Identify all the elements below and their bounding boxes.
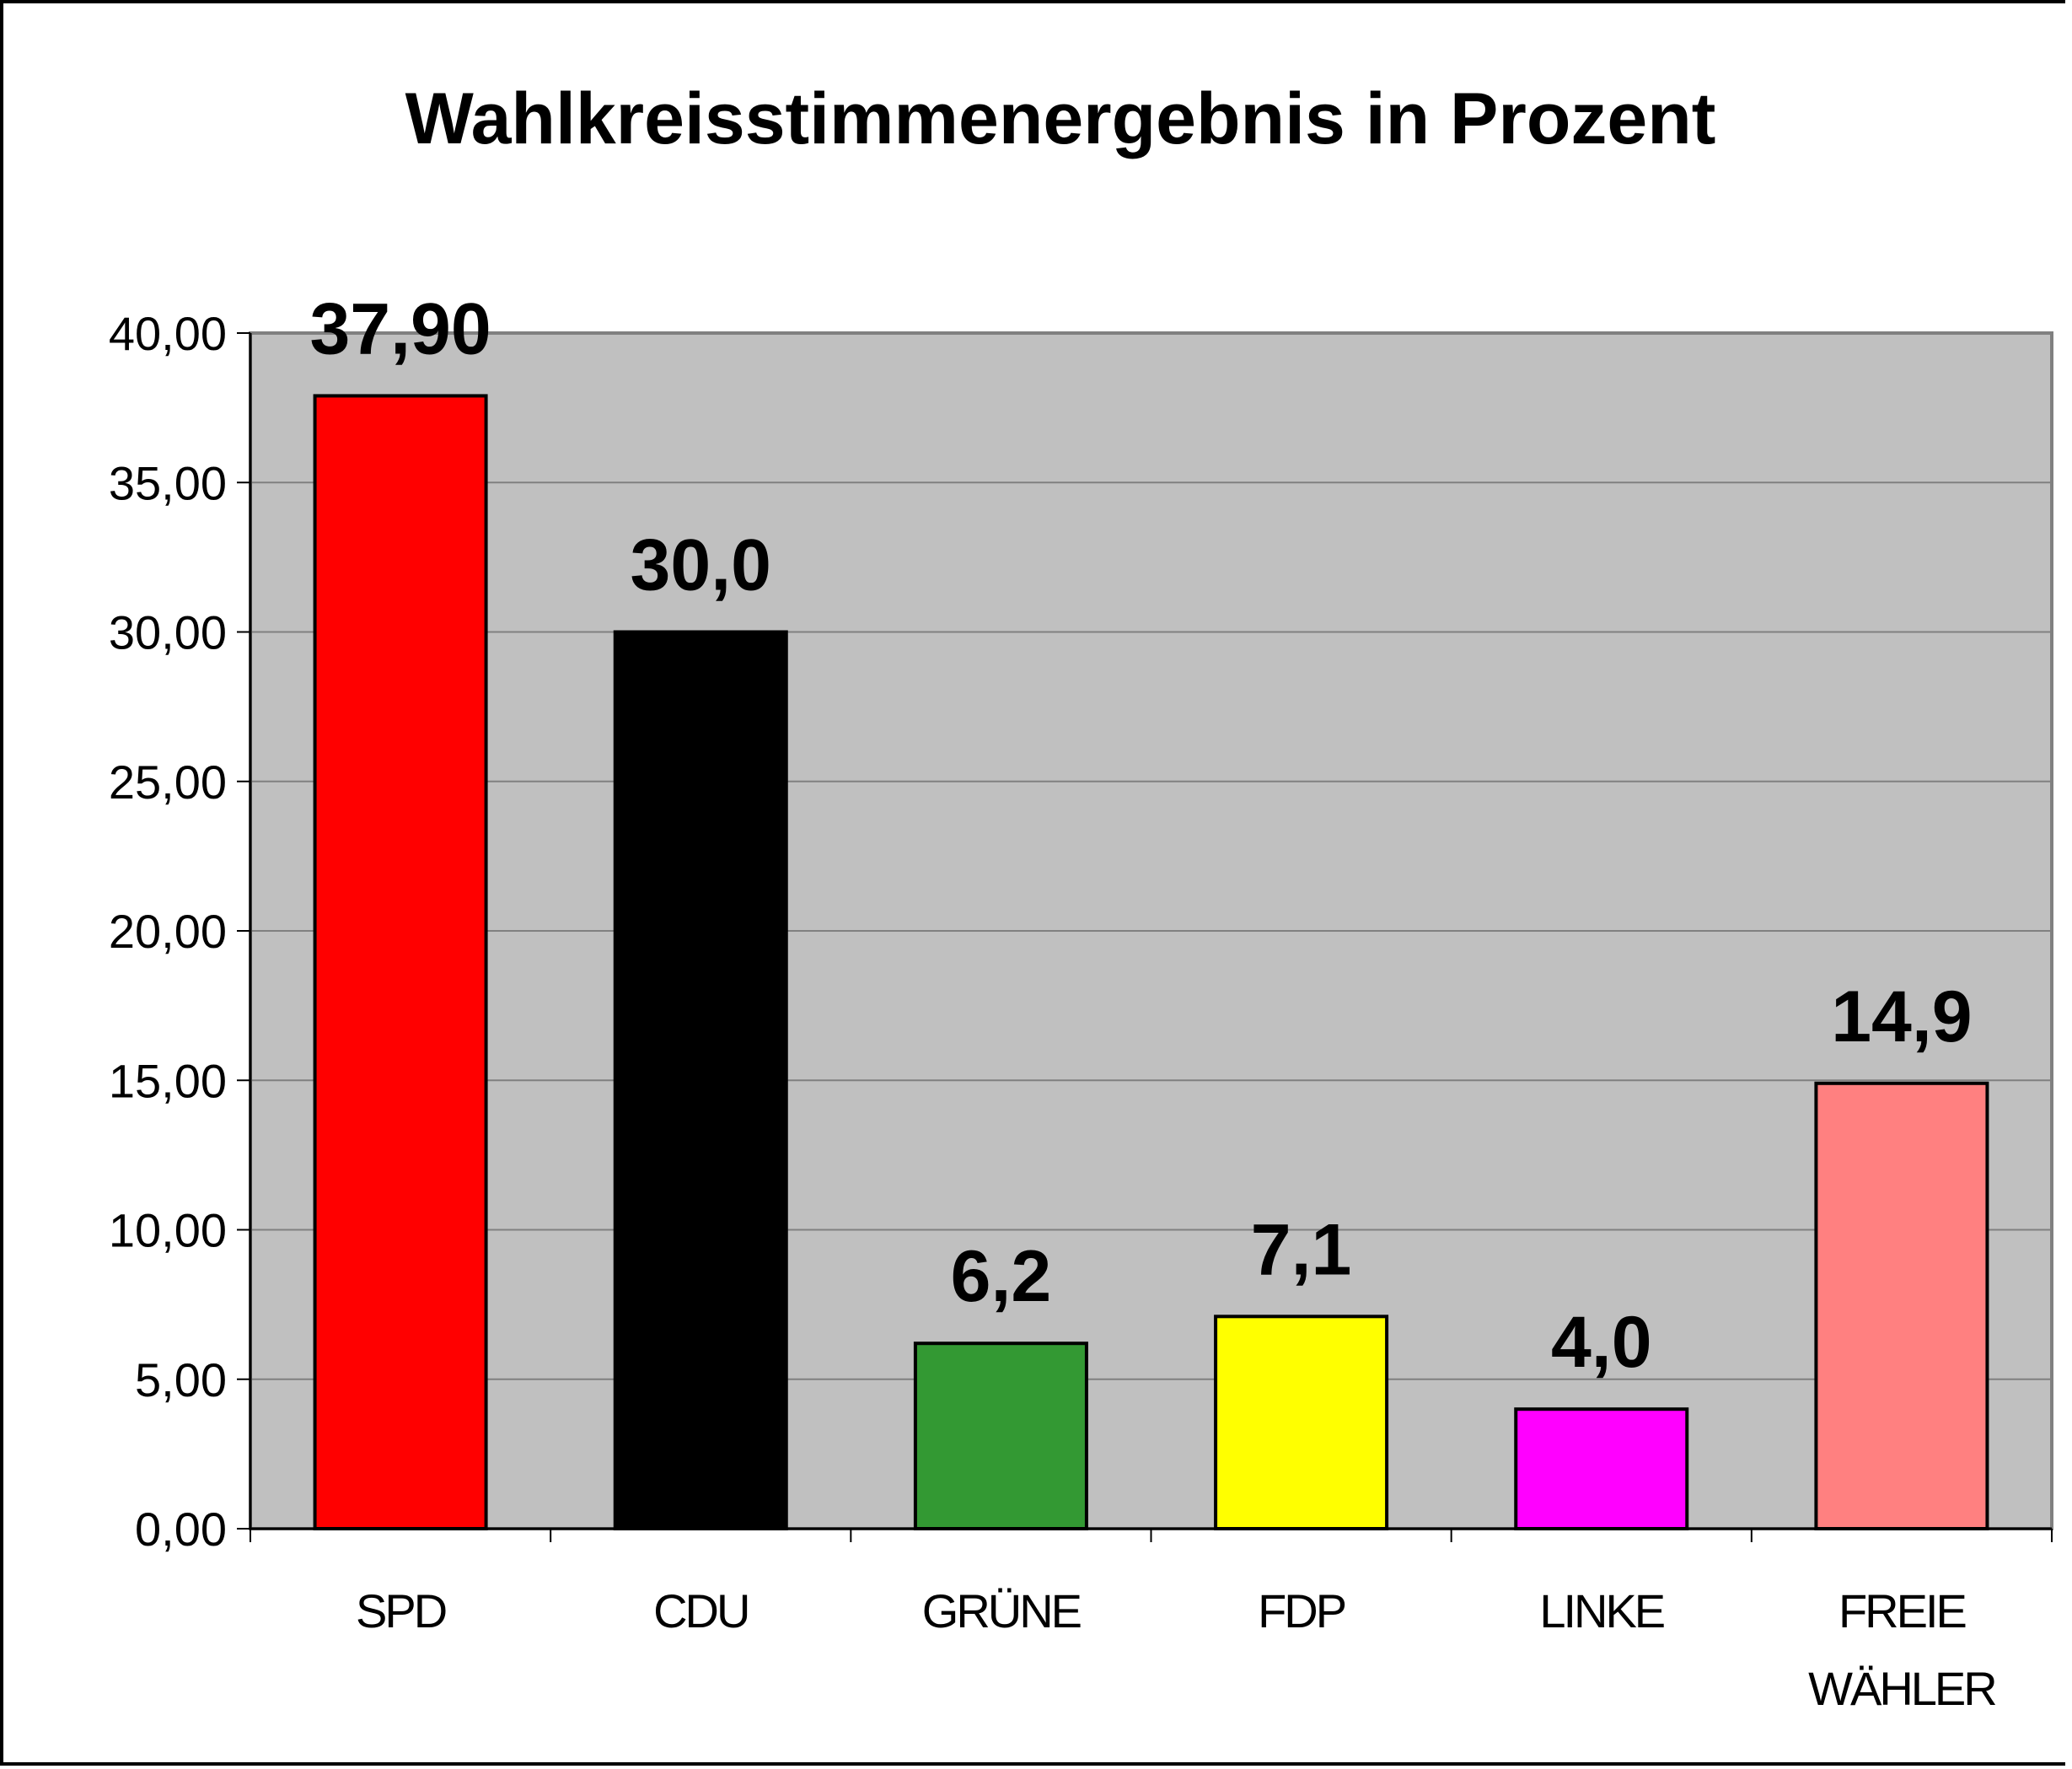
data-label: 37,90 <box>309 288 491 369</box>
y-tick-label: 0,00 <box>135 1503 227 1556</box>
bars <box>313 394 1989 1531</box>
x-tick-label: WÄHLER <box>1808 1662 1995 1715</box>
y-axis-ticks: 0,00 5,00 10,00 15,00 20,00 25,00 30,00 35,00 40… <box>109 307 250 1556</box>
gridlines <box>250 481 2052 1380</box>
y-tick-label: 20,00 <box>109 905 227 958</box>
y-tick-label: 5,00 <box>135 1353 227 1406</box>
chart-title: Wahlkreisstimmenergebnis in Prozent <box>405 78 1716 159</box>
y-tick-label: 35,00 <box>109 456 227 509</box>
data-label: 14,9 <box>1831 976 1972 1057</box>
data-label: 30,0 <box>631 525 771 606</box>
bar <box>613 630 788 1530</box>
bar <box>313 394 488 1531</box>
x-axis-ticks: SPD CDU GRÜNE FDP LINKE FREIE WÄHLER <box>250 1529 2053 1715</box>
data-label: 4,0 <box>1551 1302 1652 1383</box>
x-tick-label: CDU <box>653 1584 748 1637</box>
x-tick-label: GRÜNE <box>922 1584 1081 1637</box>
bar <box>913 1342 1088 1530</box>
y-tick-label: 30,00 <box>109 606 227 659</box>
y-tick-label: 25,00 <box>109 755 227 809</box>
bar <box>1814 1081 1989 1531</box>
x-tick-label: FDP <box>1258 1584 1345 1637</box>
y-tick-label: 15,00 <box>109 1054 227 1107</box>
x-tick-label: FREIE <box>1838 1584 1966 1637</box>
bar <box>1214 1315 1389 1531</box>
data-label: 7,1 <box>1251 1209 1352 1290</box>
y-tick-label: 10,00 <box>109 1204 227 1257</box>
data-labels: 37,90 30,0 6,2 7,1 4,0 14,9 <box>309 288 1972 1383</box>
y-tick-label: 40,00 <box>109 307 227 360</box>
bar <box>1514 1407 1689 1530</box>
data-label: 6,2 <box>951 1236 1052 1317</box>
x-tick-label: SPD <box>356 1584 446 1637</box>
x-tick-label: LINKE <box>1539 1584 1663 1637</box>
